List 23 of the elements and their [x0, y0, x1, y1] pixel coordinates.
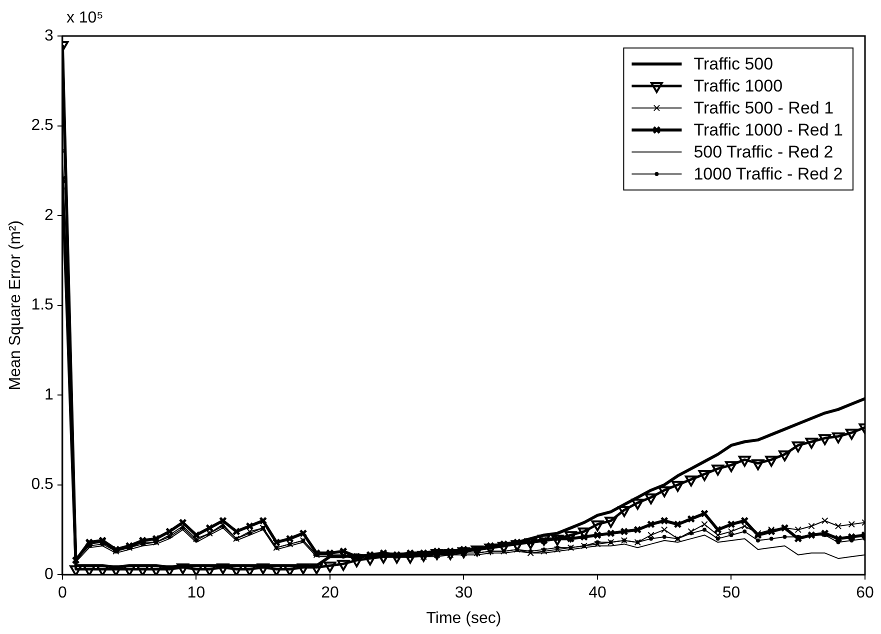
legend-label: Traffic 500 [694, 54, 774, 74]
text: x 10⁵ [66, 9, 104, 26]
legend-label: Traffic 1000 [694, 76, 783, 96]
legend-label: 500 Traffic - Red 2 [694, 142, 834, 162]
x-axis-title: Time (sec) [426, 610, 502, 627]
x-tick-label: 40 [588, 584, 606, 602]
x-tick-label: 10 [187, 584, 206, 602]
x-tick-label: 50 [722, 584, 740, 602]
y-tick-label: 0.5 [31, 476, 54, 494]
x-tick-label: 20 [321, 584, 339, 602]
y-tick-label: 2.5 [31, 117, 54, 134]
y-tick-label: 0 [44, 566, 54, 584]
y-tick-label: 3 [44, 27, 54, 44]
y-tick-label: 2 [44, 206, 54, 224]
x-tick-label: 30 [454, 584, 473, 602]
legend-label: Traffic 500 - Red 1 [694, 98, 834, 118]
x-tick-label: 0 [58, 584, 67, 602]
y-tick-label: 1 [44, 386, 54, 404]
legend-label: 1000 Traffic - Red 2 [694, 164, 843, 184]
y-axis-title: Mean Square Error (m²) [7, 220, 24, 390]
x-tick-label: 60 [856, 584, 874, 602]
y-tick-label: 1.5 [31, 296, 54, 314]
legend-label: Traffic 1000 - Red 1 [694, 120, 844, 140]
